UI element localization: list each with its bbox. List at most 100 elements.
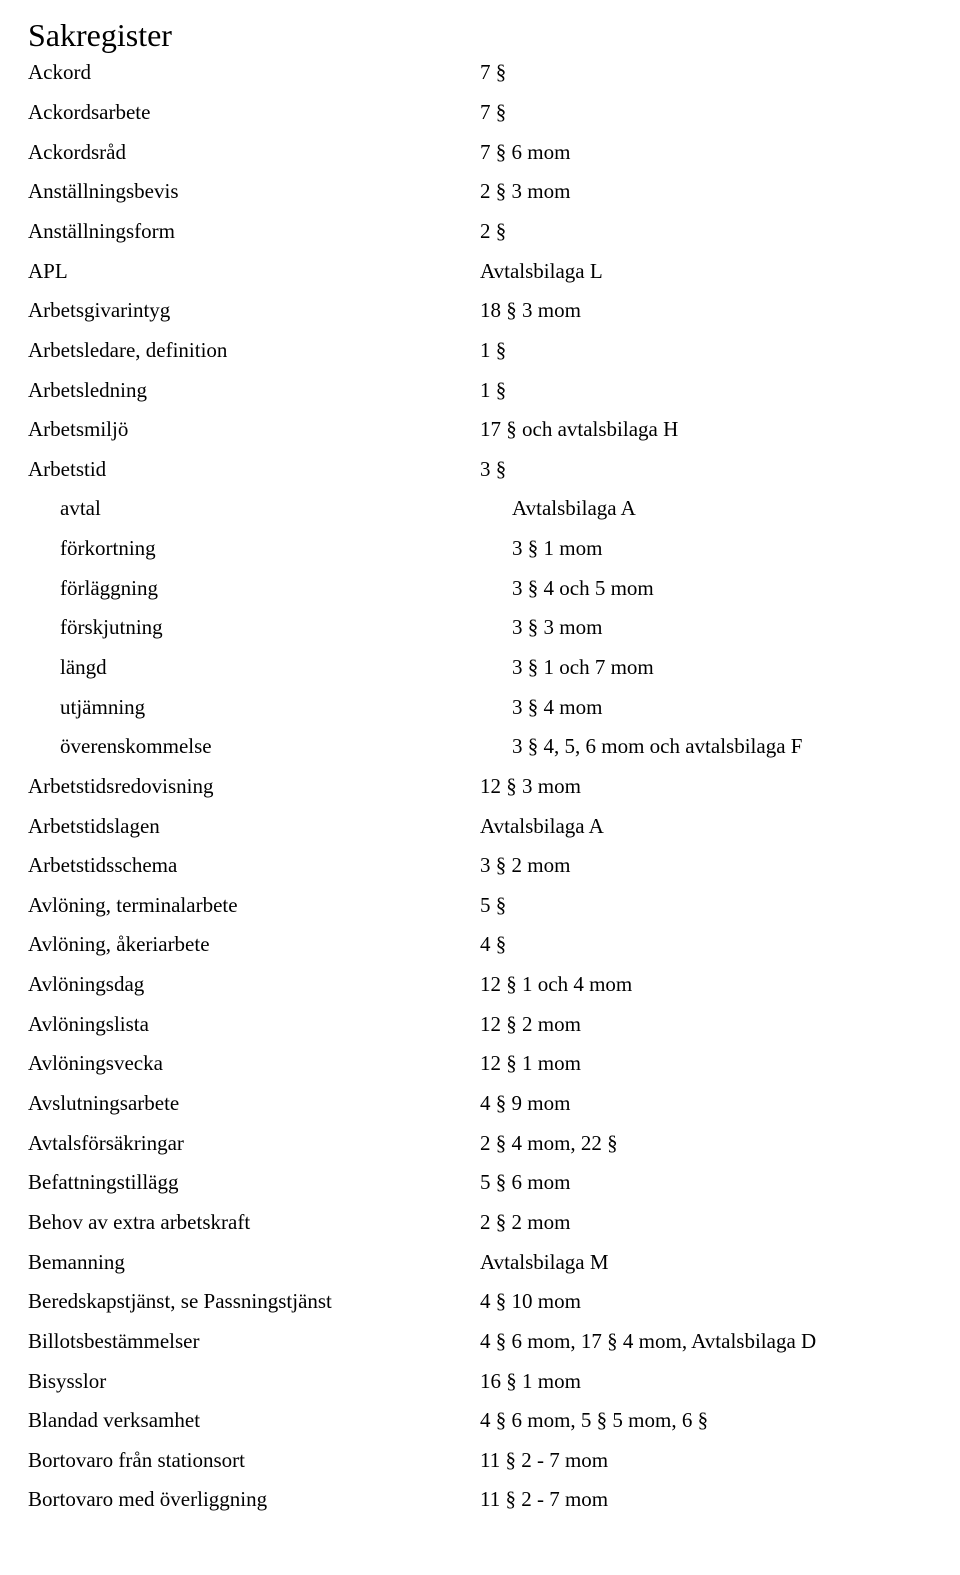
index-term: Avlöningsvecka	[28, 1051, 480, 1075]
index-term: Befattningstillägg	[28, 1170, 480, 1194]
index-row: Arbetstidsschema3 § 2 mom	[28, 853, 932, 877]
index-row: Arbetsmiljö17 § och avtalsbilaga H	[28, 417, 932, 441]
index-row: Arbetstid3 §	[28, 457, 932, 481]
index-value: Avtalsbilaga M	[480, 1250, 932, 1274]
index-term: överenskommelse	[28, 734, 512, 758]
index-term: Ackordsarbete	[28, 100, 480, 124]
index-term: Anställningsbevis	[28, 179, 480, 203]
index-row: längd3 § 1 och 7 mom	[28, 655, 932, 679]
index-value: 4 § 6 mom, 5 § 5 mom, 6 §	[480, 1408, 932, 1432]
index-value: 3 § 1 mom	[512, 536, 932, 560]
index-value: 7 § 6 mom	[480, 140, 932, 164]
index-value: 3 § 3 mom	[512, 615, 932, 639]
index-value: 4 § 10 mom	[480, 1289, 932, 1313]
index-row: Avlöning, terminalarbete5 §	[28, 893, 932, 917]
index-value: Avtalsbilaga A	[480, 814, 932, 838]
index-term: Avslutningsarbete	[28, 1091, 480, 1115]
index-term: Blandad verksamhet	[28, 1408, 480, 1432]
index-term: Bortovaro med överliggning	[28, 1487, 480, 1511]
index-term: utjämning	[28, 695, 512, 719]
index-value: 3 § 4 mom	[512, 695, 932, 719]
index-row: Bortovaro från stationsort11 § 2 - 7 mom	[28, 1448, 932, 1472]
index-value: 1 §	[480, 378, 932, 402]
index-term: Arbetstidsschema	[28, 853, 480, 877]
index-value: 5 §	[480, 893, 932, 917]
index-row: Bisysslor16 § 1 mom	[28, 1369, 932, 1393]
index-term: APL	[28, 259, 480, 283]
index-term: Avlöningslista	[28, 1012, 480, 1036]
index-row: förläggning3 § 4 och 5 mom	[28, 576, 932, 600]
index-term: Avlöning, terminalarbete	[28, 893, 480, 917]
index-row: Bortovaro med överliggning11 § 2 - 7 mom	[28, 1487, 932, 1511]
index-row: Befattningstillägg5 § 6 mom	[28, 1170, 932, 1194]
index-row: Avlöningslista12 § 2 mom	[28, 1012, 932, 1036]
index-value: 4 § 6 mom, 17 § 4 mom, Avtalsbilaga D	[480, 1329, 932, 1353]
index-row: Beredskapstjänst, se Passningstjänst4 § …	[28, 1289, 932, 1313]
index-row: utjämning3 § 4 mom	[28, 695, 932, 719]
index-term: Beredskapstjänst, se Passningstjänst	[28, 1289, 480, 1313]
index-value: 2 § 2 mom	[480, 1210, 932, 1234]
page-title: Sakregister	[28, 16, 932, 54]
index-row: avtalAvtalsbilaga A	[28, 496, 932, 520]
index-value: 11 § 2 - 7 mom	[480, 1487, 932, 1511]
index-row: Blandad verksamhet4 § 6 mom, 5 § 5 mom, …	[28, 1408, 932, 1432]
index-row: Arbetstidsredovisning12 § 3 mom	[28, 774, 932, 798]
index-term: Arbetstidslagen	[28, 814, 480, 838]
index-term: förläggning	[28, 576, 512, 600]
index-value: Avtalsbilaga A	[512, 496, 932, 520]
index-value: 2 § 4 mom, 22 §	[480, 1131, 932, 1155]
index-row: Arbetsgivarintyg18 § 3 mom	[28, 298, 932, 322]
index-row: förkortning3 § 1 mom	[28, 536, 932, 560]
index-value: 18 § 3 mom	[480, 298, 932, 322]
index-term: Bisysslor	[28, 1369, 480, 1393]
index-term: Anställningsform	[28, 219, 480, 243]
index-value: 3 § 2 mom	[480, 853, 932, 877]
index-value: 11 § 2 - 7 mom	[480, 1448, 932, 1472]
index-term: förskjutning	[28, 615, 512, 639]
index-row: Anställningsbevis2 § 3 mom	[28, 179, 932, 203]
index-term: Ackord	[28, 60, 480, 84]
index-term: Arbetsledare, definition	[28, 338, 480, 362]
index-row: BemanningAvtalsbilaga M	[28, 1250, 932, 1274]
index-term: Behov av extra arbetskraft	[28, 1210, 480, 1234]
index-row: överenskommelse3 § 4, 5, 6 mom och avtal…	[28, 734, 932, 758]
index-term: Arbetstid	[28, 457, 480, 481]
index-row: Billotsbestämmelser4 § 6 mom, 17 § 4 mom…	[28, 1329, 932, 1353]
index-term: förkortning	[28, 536, 512, 560]
index-term: Avlöningsdag	[28, 972, 480, 996]
index-value: 3 §	[480, 457, 932, 481]
index-row: Ackord7 §	[28, 60, 932, 84]
index-value: 16 § 1 mom	[480, 1369, 932, 1393]
index-term: Arbetstidsredovisning	[28, 774, 480, 798]
index-term: Bortovaro från stationsort	[28, 1448, 480, 1472]
index-value: 3 § 4 och 5 mom	[512, 576, 932, 600]
index-value: 17 § och avtalsbilaga H	[480, 417, 932, 441]
index-term: Bemanning	[28, 1250, 480, 1274]
index-term: avtal	[28, 496, 512, 520]
index-row: förskjutning3 § 3 mom	[28, 615, 932, 639]
index-value: 12 § 1 och 4 mom	[480, 972, 932, 996]
index-value: 12 § 1 mom	[480, 1051, 932, 1075]
index-row: Avlöningsvecka12 § 1 mom	[28, 1051, 932, 1075]
index-term: Arbetsgivarintyg	[28, 298, 480, 322]
index-row: Arbetsledare, definition1 §	[28, 338, 932, 362]
index-value: 12 § 2 mom	[480, 1012, 932, 1036]
index-term: Billotsbestämmelser	[28, 1329, 480, 1353]
index-row: Anställningsform2 §	[28, 219, 932, 243]
index-term: Avlöning, åkeriarbete	[28, 932, 480, 956]
index-value: 7 §	[480, 60, 932, 84]
index-value: 5 § 6 mom	[480, 1170, 932, 1194]
index-value: 4 § 9 mom	[480, 1091, 932, 1115]
index-row: Avtalsförsäkringar2 § 4 mom, 22 §	[28, 1131, 932, 1155]
index-row: Avlöningsdag12 § 1 och 4 mom	[28, 972, 932, 996]
index-value: 2 § 3 mom	[480, 179, 932, 203]
index-term: längd	[28, 655, 512, 679]
index-value: 12 § 3 mom	[480, 774, 932, 798]
index-value: 3 § 1 och 7 mom	[512, 655, 932, 679]
index-row: Avslutningsarbete4 § 9 mom	[28, 1091, 932, 1115]
index-value: 4 §	[480, 932, 932, 956]
index-term: Ackordsråd	[28, 140, 480, 164]
index-row: APLAvtalsbilaga L	[28, 259, 932, 283]
index-value: 3 § 4, 5, 6 mom och avtalsbilaga F	[512, 734, 932, 758]
index-value: 2 §	[480, 219, 932, 243]
